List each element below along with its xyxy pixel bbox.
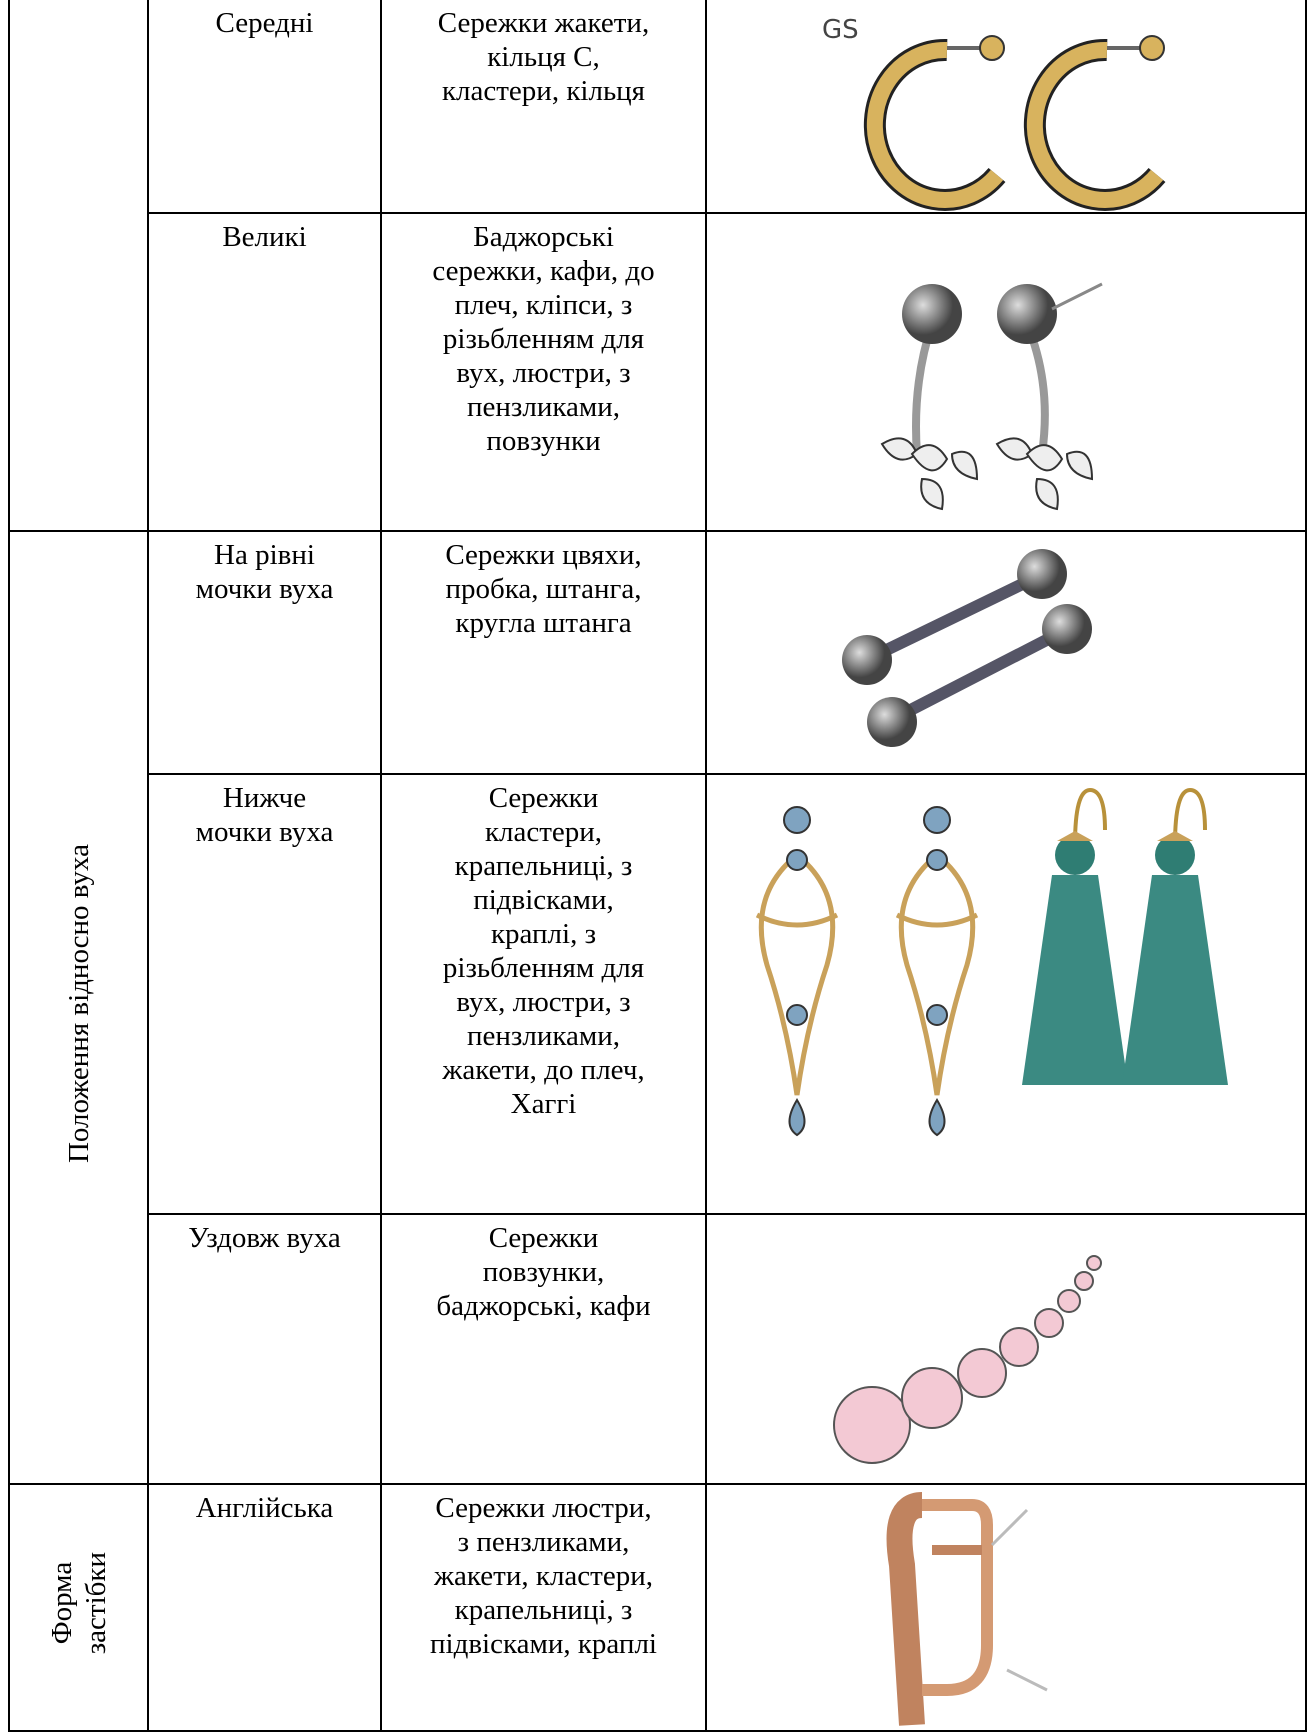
- image-cell: [705, 773, 1307, 1215]
- text-line: Положення відносно вуха: [62, 843, 95, 1164]
- text-line: Форма: [45, 1562, 78, 1645]
- text-line: жакети, кластери,: [434, 1560, 653, 1592]
- text-line: вух, люстри, з: [456, 986, 631, 1018]
- image-cell: GS: [705, 0, 1307, 214]
- size-cell: Середні: [147, 0, 382, 214]
- image-cell: [705, 1213, 1307, 1485]
- text-line: Сережки: [488, 782, 599, 814]
- size-cell: Уздовж вуха: [147, 1213, 382, 1485]
- group-cell: Форма застібки: [8, 1483, 149, 1732]
- jacket-earrings: [880, 282, 1103, 511]
- group-label: Форма застібки: [45, 1552, 113, 1654]
- text-line: кластери, кільця: [441, 75, 646, 107]
- barbell-earrings: [842, 549, 1092, 747]
- text-line: краплі, з: [490, 918, 597, 950]
- text-line: Сережки: [488, 1222, 599, 1254]
- image-cell: [705, 1483, 1307, 1732]
- text-line: сережки, кафи, до: [432, 255, 655, 287]
- text-line: Баджорські: [473, 221, 614, 253]
- text-line: крапельниці, з: [454, 1594, 633, 1626]
- size-cell: На рівні мочки вуха: [147, 530, 382, 775]
- text-line: Хаггі: [510, 1088, 577, 1120]
- text-line: пробка, штанга,: [445, 573, 642, 605]
- types-cell: Сережки люстри, з пензликами, жакети, клас…: [380, 1483, 707, 1732]
- text-line: Уздовж вуха: [188, 1222, 341, 1254]
- english-clasp-earring: [886, 1492, 1048, 1726]
- size-cell: Великі: [147, 212, 382, 532]
- chandelier-and-tassel-earrings: [755, 787, 1228, 1137]
- hoop-earrings: GS: [822, 15, 1166, 211]
- text-line: різьбленням для: [442, 323, 645, 355]
- types-cell: Сережки кластери, крапельниці, з підвісками…: [380, 773, 707, 1215]
- text-line: Англійська: [195, 1492, 334, 1524]
- text-line: мочки вуха: [195, 573, 334, 605]
- text-line: повзунки: [486, 425, 601, 457]
- text-line: з пензликами,: [457, 1526, 630, 1558]
- group-cell: Положення відносно вуха: [8, 530, 149, 1485]
- text-line: вух, люстри, з: [456, 357, 631, 389]
- text-line: підвісками, краплі: [430, 1628, 657, 1660]
- text-line: пензликами,: [466, 391, 620, 423]
- text-line: різьбленням для: [442, 952, 645, 984]
- types-cell: Сережки цвяхи, пробка, штанга, кругла штан…: [380, 530, 707, 775]
- types-cell: Баджорські сережки, кафи, до плеч, кліпси,…: [380, 212, 707, 532]
- text-line: плеч, кліпси, з: [454, 289, 633, 321]
- text-line: підвісками,: [473, 884, 614, 916]
- text-line: пензликами,: [466, 1020, 620, 1052]
- text-line: На рівні: [214, 539, 315, 571]
- group-label: Положення відносно вуха: [62, 844, 96, 1163]
- size-cell: Англійська: [147, 1483, 382, 1732]
- text-line: Сережки цвяхи,: [445, 539, 642, 571]
- text-line: жакети, до плеч,: [442, 1054, 645, 1086]
- image-cell: [705, 212, 1307, 532]
- text-line: повзунки,: [482, 1256, 605, 1288]
- text-line: Середні: [215, 7, 314, 39]
- image-cell: [705, 530, 1307, 775]
- text-line: мочки вуха: [195, 816, 334, 848]
- text-line: Сережки жакети,: [437, 7, 650, 39]
- text-line: Великі: [222, 221, 307, 253]
- text-line: кільця С,: [487, 41, 600, 73]
- text-line: кругла штанга: [455, 607, 632, 639]
- text-line: кластери,: [484, 816, 603, 848]
- text-line: крапельниці, з: [454, 850, 633, 882]
- group-cell: [8, 0, 149, 532]
- types-cell: Сережки жакети, кільця С, кластери, кільця: [380, 0, 707, 214]
- text-line: Нижче: [222, 782, 307, 814]
- image-mark: GS: [822, 15, 859, 45]
- size-cell: Нижче мочки вуха: [147, 773, 382, 1215]
- text-line: баджорські, кафи: [436, 1290, 651, 1322]
- text-line: застібки: [79, 1552, 112, 1655]
- earring-table: Середні Сережки жакети, кільця С, кластери…: [8, 0, 1307, 1732]
- climber-earring: [833, 1255, 1102, 1464]
- text-line: Сережки люстри,: [435, 1492, 652, 1524]
- types-cell: Сережки повзунки, баджорські, кафи: [380, 1213, 707, 1485]
